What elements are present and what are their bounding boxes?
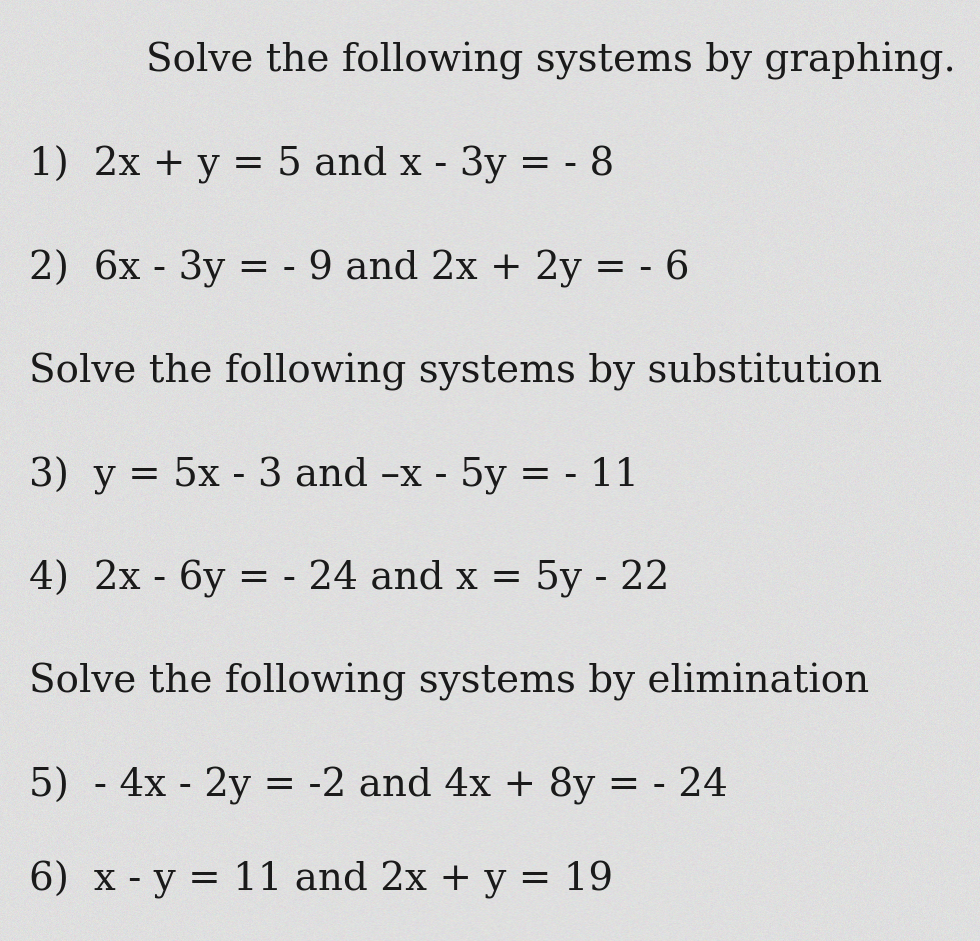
- Text: Solve the following systems by graphing.: Solve the following systems by graphing.: [146, 42, 955, 80]
- Text: 2)  6x - 3y = - 9 and 2x + 2y = - 6: 2) 6x - 3y = - 9 and 2x + 2y = - 6: [29, 249, 690, 288]
- Text: 5)  - 4x - 2y = -2 and 4x + 8y = - 24: 5) - 4x - 2y = -2 and 4x + 8y = - 24: [29, 767, 728, 805]
- Text: 6)  x - y = 11 and 2x + y = 19: 6) x - y = 11 and 2x + y = 19: [29, 861, 613, 900]
- Text: Solve the following systems by elimination: Solve the following systems by eliminati…: [29, 663, 869, 701]
- Text: 3)  y = 5x - 3 and –x - 5y = - 11: 3) y = 5x - 3 and –x - 5y = - 11: [29, 456, 639, 495]
- Text: 1)  2x + y = 5 and x - 3y = - 8: 1) 2x + y = 5 and x - 3y = - 8: [29, 146, 614, 184]
- Text: 4)  2x - 6y = - 24 and x = 5y - 22: 4) 2x - 6y = - 24 and x = 5y - 22: [29, 560, 670, 598]
- Text: Solve the following systems by substitution: Solve the following systems by substitut…: [29, 353, 883, 391]
